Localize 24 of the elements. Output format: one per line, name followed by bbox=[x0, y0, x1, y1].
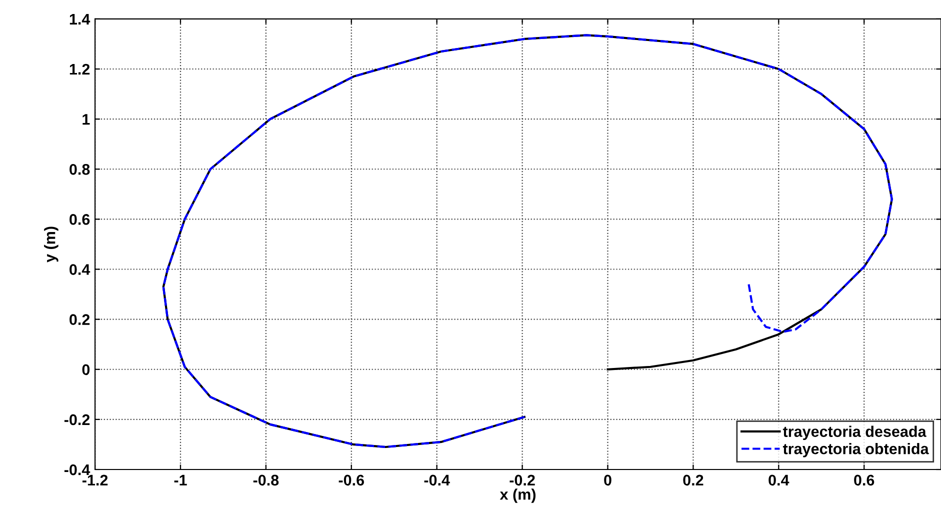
y-tick-label: 0.4 bbox=[70, 264, 90, 275]
x-tick-label: 0.4 bbox=[768, 474, 790, 486]
y-tick-label: -0.4 bbox=[64, 464, 90, 476]
legend-label: trayectoria obtenida bbox=[782, 443, 929, 458]
legend-label: trayectoria deseada bbox=[782, 426, 926, 440]
y-tick-label: 1.2 bbox=[70, 64, 90, 75]
x-tick-label: 0 bbox=[604, 474, 612, 486]
x-axis-title: x (m) bbox=[500, 488, 536, 503]
y-tick-label: -0.2 bbox=[64, 414, 90, 426]
x-tick-label: -0.6 bbox=[338, 474, 364, 486]
x-tick-label: -0.4 bbox=[424, 474, 450, 486]
x-tick-label: 0.2 bbox=[683, 474, 704, 486]
y-tick-label: 0.8 bbox=[70, 164, 90, 175]
y-axis-title: y (m) bbox=[44, 226, 58, 262]
y-tick-label: 0.6 bbox=[70, 214, 90, 225]
x-tick-label: -1.2 bbox=[82, 474, 108, 486]
x-tick-label: -0.8 bbox=[253, 474, 279, 486]
y-tick-label: 1.4 bbox=[70, 14, 90, 24]
y-tick-label: 1 bbox=[82, 114, 90, 125]
y-tick-label: 0 bbox=[82, 364, 90, 376]
y-tick-label: 0.2 bbox=[70, 314, 90, 326]
x-tick-label: -0.2 bbox=[510, 474, 535, 486]
x-tick-label: -1 bbox=[174, 474, 187, 486]
x-tick-label: 0.6 bbox=[854, 474, 874, 486]
